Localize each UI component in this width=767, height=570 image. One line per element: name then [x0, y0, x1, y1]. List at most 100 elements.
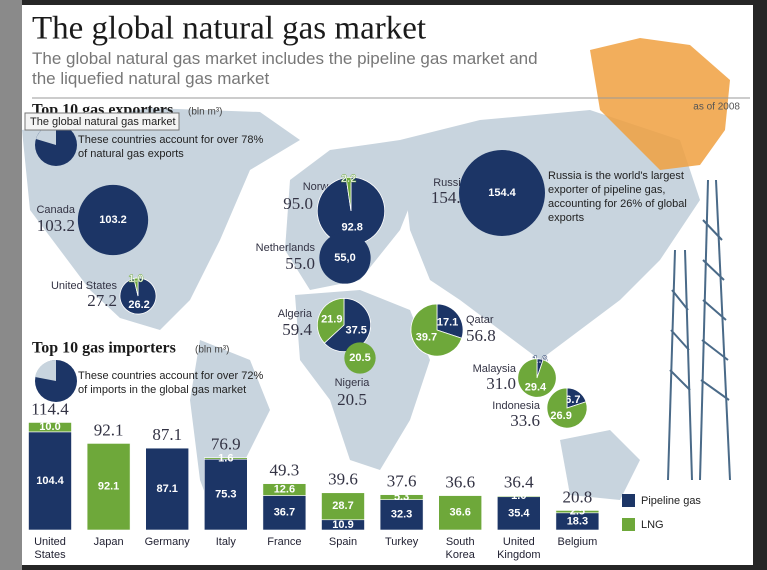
subtitle: The global natural gas market includes t… — [32, 49, 538, 88]
bar-value-label: 92.1 — [98, 481, 119, 493]
country-label: Indonesia — [492, 400, 541, 412]
country-label: Netherlands — [256, 242, 316, 254]
tower-leg — [667, 249, 676, 481]
x-tick-label: Italy — [215, 536, 236, 548]
bar-total-label: 49.3 — [270, 461, 300, 480]
bar-segment — [145, 447, 189, 531]
bar-total-label: 36.6 — [445, 473, 475, 492]
tower-braces — [669, 219, 730, 401]
bar-value-label: 1.0 — [511, 490, 526, 502]
bar-segment — [204, 457, 248, 460]
bar-value-label: 12.6 — [274, 483, 295, 495]
bubble-label: 55,0 — [334, 252, 355, 264]
legend-label: LNG — [641, 519, 664, 531]
bubble-slice — [410, 303, 463, 357]
total-label: 31.0 — [486, 374, 516, 393]
country-label: Qatar — [466, 314, 494, 326]
bubble — [459, 150, 545, 236]
tower-leg — [699, 179, 709, 481]
bar-total-label: 76.9 — [211, 435, 241, 454]
bar-segment — [262, 495, 307, 531]
bubble-label: 29.4 — [525, 381, 547, 393]
bubble — [77, 184, 149, 256]
bubble-label: 37.5 — [346, 324, 367, 336]
tower-leg — [715, 179, 731, 481]
gas-towers — [667, 179, 731, 481]
legend-swatch — [622, 518, 635, 531]
title: The global natural gas market — [32, 11, 426, 47]
bubble-label: 26.9 — [550, 410, 571, 422]
importers-unit: (bln m³) — [195, 345, 229, 356]
bubble-label: 92.8 — [342, 222, 363, 234]
bar-segment — [28, 422, 72, 433]
x-tick-label: Germany — [144, 536, 190, 548]
x-tick-label: Turkey — [384, 536, 419, 548]
annotation: Russia is the world's largest exporter o… — [548, 170, 687, 224]
x-tick-label: South Korea — [445, 536, 475, 561]
importers-share-note: These countries account for over 72% of … — [78, 370, 264, 396]
bar-value-label: 32.3 — [391, 509, 412, 521]
bubble-label: 6.7 — [565, 394, 580, 406]
total-label: 95.0 — [283, 194, 313, 213]
bubble — [319, 232, 371, 284]
total-label: 56.8 — [466, 326, 496, 345]
bar-segment — [379, 494, 424, 500]
tooltip: The global natural gas market — [30, 116, 176, 128]
bubble-label: 20.5 — [349, 352, 370, 364]
bar-value-label: 104.4 — [36, 475, 64, 487]
bar-value-label: 10.9 — [332, 519, 353, 531]
bubble — [344, 342, 376, 374]
bar-total-label: 92.1 — [94, 420, 124, 439]
bar-value-label: 36.7 — [274, 507, 295, 519]
total-label: 59.4 — [282, 320, 312, 339]
bubble-slice — [316, 297, 345, 344]
country-label: Nigeria — [335, 377, 371, 389]
australia — [560, 430, 640, 500]
bar-segment — [555, 510, 600, 514]
exporters-unit: (bln m³) — [188, 107, 222, 118]
bar-segment — [204, 458, 248, 531]
bar-segment — [438, 495, 483, 531]
bar-segment — [379, 499, 424, 531]
total-label: 27.2 — [87, 291, 117, 310]
bubble-label: 39.7 — [416, 332, 437, 344]
bubble-slice — [436, 303, 464, 339]
total-label: 55.0 — [285, 254, 315, 273]
exporters-share-note: These countries account for over 78% of … — [78, 134, 264, 160]
x-tick-label: France — [267, 536, 302, 548]
bubble-label: 2.2 — [341, 173, 356, 185]
bubble-slice — [345, 176, 352, 212]
bar-segment — [321, 492, 365, 521]
bar-segment — [496, 496, 541, 531]
x-tick-label: United Kingdom — [497, 536, 541, 561]
total-label: 103.2 — [37, 216, 75, 235]
bubble-slice — [546, 387, 588, 429]
bubble-label: 1.0 — [128, 273, 143, 285]
bar-value-label: 2.5 — [570, 506, 585, 518]
bar-value-label: 28.7 — [332, 500, 353, 512]
x-tick-label: Spain — [328, 536, 358, 548]
bar-value-label: 87.1 — [156, 483, 177, 495]
x-tick-label: Belgium — [557, 536, 598, 548]
bar-value-label: 1.6 — [218, 452, 233, 464]
bar-total-label: 87.1 — [152, 425, 182, 444]
bar-value-label: 5.3 — [394, 491, 409, 503]
bubble-label: 103.2 — [99, 214, 127, 226]
flame-graphic — [590, 38, 730, 170]
importers-title: Top 10 gas importers — [32, 340, 176, 357]
bubble-label: 26.2 — [128, 299, 149, 311]
bubble-label: 17.1 — [437, 316, 458, 328]
bar-total-label: 114.4 — [31, 399, 69, 418]
country-label: United States — [51, 280, 118, 292]
bar-total-label: 39.6 — [328, 470, 358, 489]
country-label: Russia — [433, 177, 468, 189]
north-america — [22, 108, 300, 330]
bar-value-label: 36.6 — [449, 507, 470, 519]
bubble-label: 21.9 — [321, 314, 342, 326]
side-strip — [0, 0, 22, 570]
country-label: Algeria — [278, 308, 313, 320]
bar-total-label: 20.8 — [563, 487, 593, 506]
x-tick-label: United States — [34, 536, 66, 561]
